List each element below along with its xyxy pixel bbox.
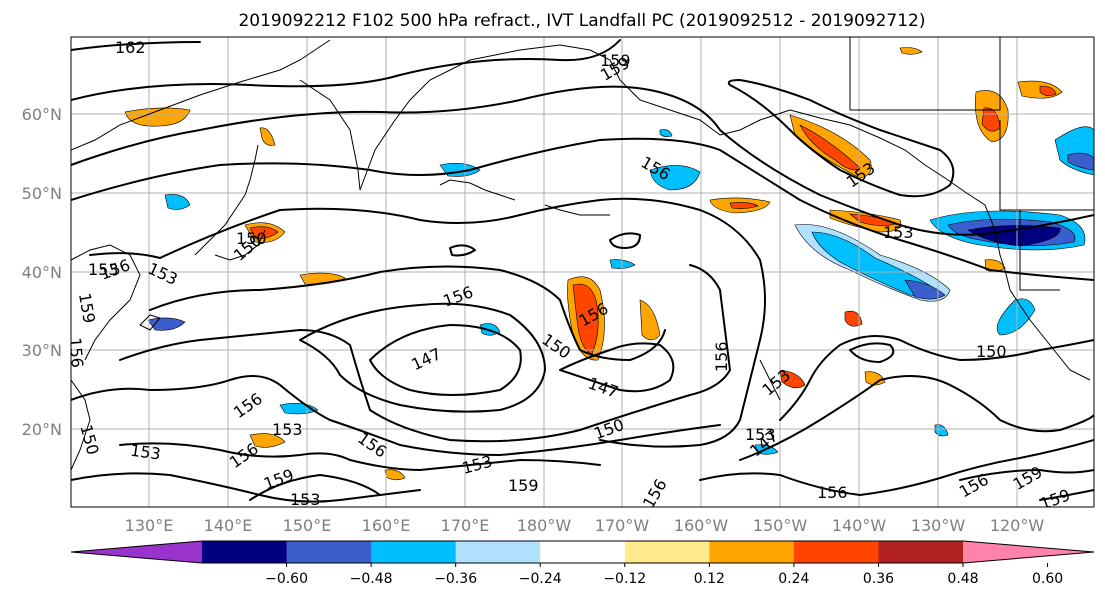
colorbar-tick-label: 0.24 [778, 571, 809, 587]
contour-label: 156 [712, 341, 731, 372]
lon-label: 150°E [283, 516, 332, 535]
contour-label: 156 [65, 337, 87, 369]
colorbar-tick-label: −0.60 [265, 571, 308, 587]
lat-label: 50°N [22, 184, 62, 203]
contour-label: 153 [272, 420, 303, 439]
colorbar-segment [878, 541, 964, 563]
lon-label: 180°W [517, 516, 572, 535]
lon-label: 170°E [441, 516, 490, 535]
colorbar-segment [540, 541, 626, 563]
contour-label: 159 [508, 476, 539, 495]
lon-label: 140°W [832, 516, 887, 535]
colorbar: −0.60 −0.48 −0.36 −0.24 −0.12 0.12 0.24 0.36 0.4… [70, 540, 1095, 587]
lat-label: 60°N [22, 105, 62, 124]
colorbar-tick-label: 0.60 [1032, 571, 1063, 587]
colorbar-extend-high [963, 541, 1094, 563]
lon-label: 140°E [204, 516, 253, 535]
colorbar-segment [455, 541, 541, 563]
colorbar-segment [286, 541, 372, 563]
lon-label: 130°E [125, 516, 174, 535]
contour-label: 150 [236, 229, 267, 248]
contour-label: 159 [600, 51, 631, 70]
colorbar-extend-low [71, 541, 202, 563]
lat-label: 20°N [22, 420, 62, 439]
contour-label: 153 [883, 223, 914, 242]
contour-label: 153 [88, 260, 119, 279]
lon-label: 170°W [595, 516, 650, 535]
contour-label: 153 [129, 441, 162, 464]
lat-label: 40°N [22, 263, 62, 282]
lon-label: 130°W [911, 516, 966, 535]
longitude-labels: 130°E 140°E 150°E 160°E 170°E 180°W 170°… [125, 516, 1045, 535]
lon-label: 160°E [362, 516, 411, 535]
contour-label: 150 [976, 342, 1007, 361]
colorbar-segment [793, 541, 879, 563]
colorbar-tick-label: 0.36 [863, 571, 894, 587]
lon-label: 150°W [753, 516, 808, 535]
contour-label: 156 [817, 483, 848, 502]
colorbar-segment [624, 541, 710, 563]
contour-label: 153 [745, 425, 776, 444]
lat-label: 30°N [22, 341, 62, 360]
contour-label: 162 [115, 38, 146, 57]
colorbar-tick-label: −0.36 [434, 571, 477, 587]
contour-label: 153 [290, 490, 321, 509]
colorbar-segment [371, 541, 457, 563]
colorbar-segment [202, 541, 288, 563]
height-contours [71, 39, 1094, 503]
colorbar-tick-label: −0.12 [603, 571, 646, 587]
latitude-labels: 60°N 50°N 40°N 30°N 20°N [22, 105, 62, 439]
map-title: 2019092212 F102 500 hPa refract., IVT La… [238, 11, 925, 31]
lon-label: 120°W [990, 516, 1045, 535]
colorbar-tick-label: −0.24 [519, 571, 562, 587]
map-area: 162 159 156 156 153 150 159 153 156 153 … [65, 37, 1094, 509]
colorbar-tick-label: −0.48 [350, 571, 393, 587]
colorbar-tick-label: 0.12 [694, 571, 725, 587]
map-frame [70, 36, 1095, 508]
colorbar-segment [709, 541, 795, 563]
coastlines [71, 37, 1094, 471]
colorbar-outline [70, 540, 1095, 564]
lon-label: 160°W [674, 516, 729, 535]
colorbar-tick-label: 0.48 [947, 571, 978, 587]
